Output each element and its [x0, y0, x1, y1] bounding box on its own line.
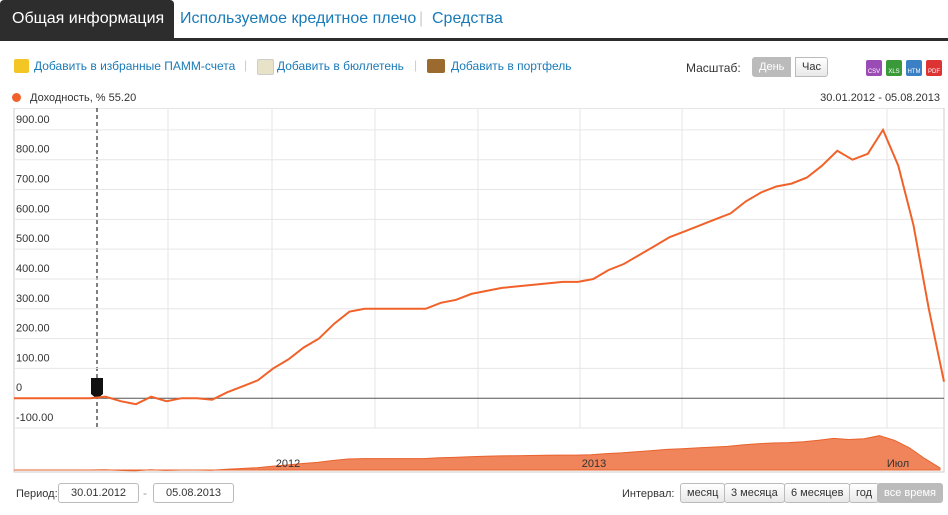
- tab[interactable]: Общая информация: [0, 0, 175, 38]
- interval-option[interactable]: 3 месяца: [724, 483, 785, 503]
- action-link[interactable]: Добавить в избранные ПАММ-счета: [14, 59, 235, 73]
- tab-bar: Общая информация Используемое кредитное …: [0, 0, 948, 41]
- legend-name: Доходность, %: [30, 92, 106, 104]
- chart: -100.00 0 100.00 200.00 300.00 400.00 500.00 60…: [13, 108, 945, 473]
- interval-option[interactable]: год: [849, 483, 880, 503]
- action-text: Добавить в бюллетень: [277, 59, 404, 73]
- scale-option[interactable]: Час: [795, 57, 828, 77]
- vertical-grid: [167, 108, 888, 428]
- chart-frame: [13, 108, 945, 473]
- y-tick-label: 500.00: [16, 233, 50, 245]
- period-label: Период:: [16, 488, 58, 500]
- legend-text: Доходность, % 55.20: [30, 92, 136, 104]
- scale-label: Масштаб:: [686, 61, 741, 75]
- dash: -: [143, 486, 147, 500]
- action-text: Добавить в портфель: [451, 59, 572, 73]
- date-input[interactable]: 30.01.2012: [58, 483, 140, 503]
- navigator-label: 2012: [276, 458, 300, 470]
- interval-label: Интервал:: [622, 488, 675, 500]
- legend-value: 55.20: [108, 92, 137, 104]
- y-tick-label: -100.00: [16, 412, 53, 424]
- export-button[interactable]: PDF: [926, 60, 942, 76]
- navigator-area: [14, 435, 941, 472]
- tab[interactable]: Используемое кредитное плечо: [180, 10, 417, 27]
- interval-option[interactable]: 6 месяцев: [784, 483, 851, 503]
- scale-option[interactable]: День: [752, 57, 792, 77]
- export-button[interactable]: CSV: [866, 60, 882, 76]
- action-link[interactable]: Добавить в портфель: [427, 59, 572, 73]
- export-button[interactable]: XLS: [886, 60, 902, 76]
- y-tick-label: 400.00: [16, 263, 50, 275]
- y-tick-label: 700.00: [16, 174, 50, 186]
- line: [14, 127, 945, 406]
- start-marker-flag: [91, 378, 103, 399]
- y-tick-label: 600.00: [16, 203, 50, 215]
- legend-marker: [12, 93, 21, 102]
- y-tick-label: 300.00: [16, 293, 50, 305]
- y-tick-label: 900.00: [16, 114, 50, 126]
- y-tick-label: 100.00: [16, 352, 50, 364]
- y-tick-label: 200.00: [16, 323, 50, 335]
- separator: |: [244, 58, 248, 72]
- navigator-label: Июл: [887, 458, 909, 470]
- separator: |: [419, 10, 424, 27]
- y-tick-label: 0: [16, 382, 22, 394]
- separator: |: [414, 58, 418, 72]
- y-tick-label: 800.00: [16, 144, 50, 156]
- date-range: 30.01.2012 - 05.08.2013: [820, 92, 940, 104]
- action-text: Добавить в избранные ПАММ-счета: [34, 59, 236, 73]
- interval-option[interactable]: месяц: [680, 483, 726, 503]
- date-input[interactable]: 05.08.2013: [153, 483, 235, 503]
- tab[interactable]: Средства: [432, 10, 503, 27]
- interval-option[interactable]: все время: [877, 483, 943, 503]
- navigator-label: 2013: [582, 458, 606, 470]
- export-button[interactable]: HTM: [906, 60, 922, 76]
- action-link[interactable]: Добавить в бюллетень: [257, 59, 404, 75]
